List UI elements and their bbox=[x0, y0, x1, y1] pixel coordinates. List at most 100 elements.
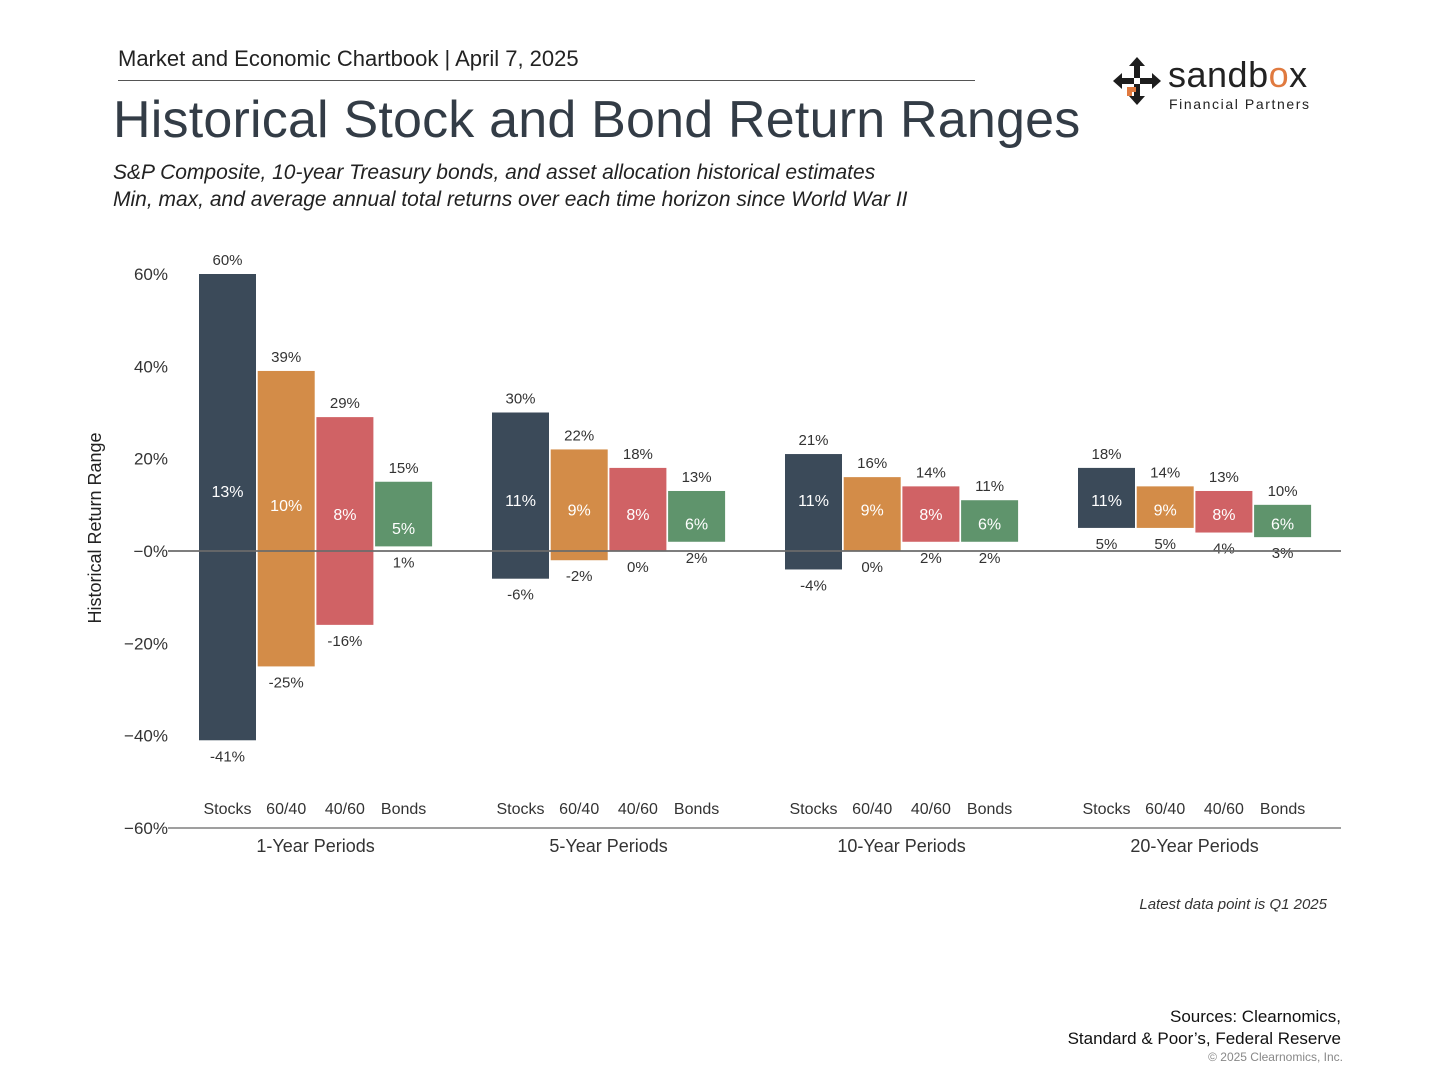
category-label: 60/40 bbox=[852, 801, 892, 818]
min-label: 5% bbox=[1154, 536, 1176, 553]
sandbox-logo: sandbox Financial Partners bbox=[1112, 54, 1332, 116]
max-label: 15% bbox=[389, 460, 419, 477]
y-tick-label: −60% bbox=[124, 819, 168, 838]
category-label: 40/60 bbox=[911, 801, 951, 818]
avg-label: 8% bbox=[333, 507, 356, 524]
min-label: 2% bbox=[979, 550, 1001, 567]
sources-line-1: Sources: Clearnomics, bbox=[1169, 1007, 1341, 1026]
category-label: 60/40 bbox=[559, 801, 599, 818]
logo-wordmark: sandbox bbox=[1168, 54, 1308, 96]
latest-data-note: Latest data point is Q1 2025 bbox=[1139, 896, 1327, 913]
min-label: -2% bbox=[566, 568, 593, 585]
avg-label: 11% bbox=[1091, 493, 1122, 510]
range-bar bbox=[316, 417, 374, 625]
header-rule bbox=[118, 80, 975, 81]
max-label: 18% bbox=[623, 446, 653, 463]
subtitle-line-1: S&P Composite, 10-year Treasury bonds, a… bbox=[113, 161, 876, 184]
y-tick-label: −0% bbox=[134, 542, 169, 561]
min-label: 0% bbox=[861, 559, 883, 576]
category-label: Stocks bbox=[1082, 801, 1130, 818]
range-bar bbox=[785, 454, 842, 570]
copyright: © 2025 Clearnomics, Inc. bbox=[1208, 1050, 1343, 1064]
category-label: Bonds bbox=[967, 801, 1012, 818]
max-label: 60% bbox=[212, 252, 242, 269]
min-label: -16% bbox=[327, 633, 362, 650]
min-label: -4% bbox=[800, 577, 827, 594]
min-label: 2% bbox=[686, 550, 708, 567]
min-label: 2% bbox=[920, 550, 942, 567]
max-label: 14% bbox=[916, 464, 946, 481]
range-bar bbox=[257, 370, 315, 667]
y-tick-label: −40% bbox=[124, 727, 168, 746]
category-label: 40/60 bbox=[618, 801, 658, 818]
category-label: 60/40 bbox=[266, 801, 306, 818]
range-bar bbox=[550, 449, 608, 561]
max-label: 16% bbox=[857, 455, 887, 472]
range-bar bbox=[199, 274, 256, 741]
logo-word-main: sandb bbox=[1168, 54, 1269, 95]
arrows-cross-icon bbox=[1113, 57, 1161, 105]
sources: Sources: Clearnomics, Standard & Poor’s,… bbox=[1068, 1006, 1341, 1050]
logo-word-end: x bbox=[1289, 54, 1308, 95]
y-tick-label: 40% bbox=[134, 357, 168, 376]
avg-label: 11% bbox=[798, 493, 829, 510]
group-label: 20-Year Periods bbox=[1130, 836, 1258, 856]
range-bar bbox=[668, 490, 726, 542]
avg-label: 6% bbox=[685, 516, 708, 533]
avg-label: 6% bbox=[978, 516, 1001, 533]
range-bar bbox=[902, 486, 960, 542]
max-label: 18% bbox=[1091, 446, 1121, 463]
max-label: 13% bbox=[1209, 469, 1239, 486]
group-label: 1-Year Periods bbox=[256, 836, 374, 856]
y-axis-title: Historical Return Range bbox=[85, 432, 105, 623]
range-bar bbox=[1078, 467, 1135, 528]
avg-label: 11% bbox=[505, 493, 536, 510]
min-label: 4% bbox=[1213, 541, 1235, 558]
category-label: Bonds bbox=[1260, 801, 1305, 818]
category-label: Stocks bbox=[789, 801, 837, 818]
avg-label: 8% bbox=[1212, 507, 1235, 524]
range-bar bbox=[1254, 504, 1312, 538]
avg-label: 9% bbox=[861, 502, 884, 519]
range-bar bbox=[843, 477, 901, 551]
max-label: 10% bbox=[1268, 483, 1298, 500]
y-tick-label: −20% bbox=[124, 634, 168, 653]
max-label: 29% bbox=[330, 395, 360, 412]
category-label: 40/60 bbox=[325, 801, 365, 818]
range-bar bbox=[609, 467, 667, 551]
max-label: 30% bbox=[505, 391, 535, 408]
logo-subtitle: Financial Partners bbox=[1169, 96, 1311, 112]
min-label: -6% bbox=[507, 587, 534, 604]
min-label: 3% bbox=[1272, 545, 1294, 562]
max-label: 39% bbox=[271, 349, 301, 366]
sources-line-2: Standard & Poor’s, Federal Reserve bbox=[1067, 1029, 1341, 1048]
category-label: Bonds bbox=[674, 801, 719, 818]
max-label: 22% bbox=[564, 427, 594, 444]
y-tick-label: 60% bbox=[134, 265, 168, 284]
avg-label: 6% bbox=[1271, 516, 1294, 533]
min-label: 0% bbox=[627, 559, 649, 576]
min-label: 1% bbox=[393, 554, 415, 571]
group-label: 5-Year Periods bbox=[549, 836, 667, 856]
avg-label: 13% bbox=[211, 484, 243, 501]
category-label: Bonds bbox=[381, 801, 426, 818]
category-label: 60/40 bbox=[1145, 801, 1185, 818]
range-bar bbox=[1195, 490, 1253, 533]
min-label: -25% bbox=[269, 674, 304, 691]
avg-label: 10% bbox=[270, 498, 302, 515]
max-label: 11% bbox=[975, 478, 1004, 495]
avg-label: 9% bbox=[568, 502, 591, 519]
y-tick-label: 20% bbox=[134, 450, 168, 469]
avg-label: 8% bbox=[919, 507, 942, 524]
header-chartbook: Market and Economic Chartbook | April 7,… bbox=[118, 46, 579, 71]
logo-word-accent: o bbox=[1268, 54, 1290, 95]
max-label: 21% bbox=[798, 432, 828, 449]
avg-label: 9% bbox=[1154, 502, 1177, 519]
page-title: Historical Stock and Bond Return Ranges bbox=[113, 91, 1081, 149]
category-label: 40/60 bbox=[1204, 801, 1244, 818]
max-label: 13% bbox=[682, 469, 712, 486]
min-label: -41% bbox=[210, 748, 245, 765]
range-bar bbox=[375, 481, 433, 547]
category-label: Stocks bbox=[496, 801, 544, 818]
